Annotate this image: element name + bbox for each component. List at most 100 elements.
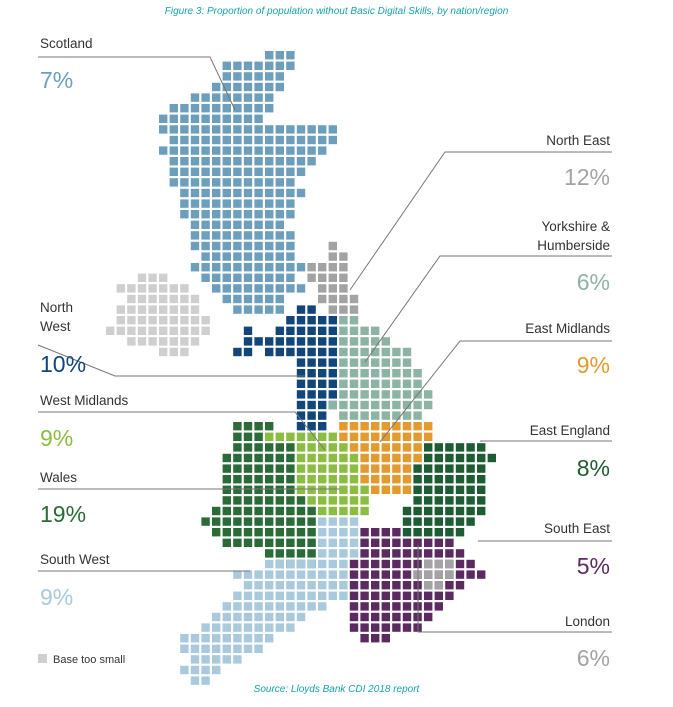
scotland-tile <box>180 104 189 113</box>
east-midlands-tile <box>349 432 359 441</box>
south-west-tile <box>265 570 274 579</box>
south-east-tile <box>360 538 369 547</box>
south-east-tile <box>349 570 359 579</box>
scotland-tile <box>243 125 253 134</box>
base-too-small-tile <box>127 284 136 293</box>
base-too-small-tile <box>137 326 147 335</box>
scotland-tile <box>222 61 231 70</box>
east-midlands-tile <box>392 464 401 473</box>
west-midlands-tile <box>360 485 369 494</box>
north-west-tile <box>307 390 316 399</box>
base-too-small-tile <box>137 337 147 346</box>
scotland-tile <box>286 252 295 261</box>
scotland-tile <box>265 241 274 251</box>
south-east-tile <box>392 602 401 611</box>
north-west-tile <box>275 337 284 346</box>
south-west-tile <box>233 591 242 600</box>
london-tile <box>445 559 454 569</box>
scotland-tile <box>212 93 221 102</box>
scotland-tile <box>275 157 284 166</box>
south-east-tile <box>360 549 369 558</box>
scotland-tile <box>233 294 242 304</box>
east-midlands-tile <box>360 443 369 452</box>
base-too-small-tile <box>148 294 157 304</box>
scotland-tile <box>180 178 189 187</box>
south-west-tile <box>190 655 200 664</box>
base-too-small-tile <box>127 294 136 304</box>
south-west-tile <box>254 570 263 579</box>
wales-tile <box>233 517 242 526</box>
south-east-tile <box>402 602 412 611</box>
east-england-tile <box>402 506 412 516</box>
wales-tile <box>243 485 253 494</box>
north-west-tile <box>318 411 327 420</box>
london-leader-line <box>417 545 612 633</box>
south-east-tile <box>371 612 380 622</box>
west-midlands-tile <box>296 485 306 494</box>
yorkshire-humberside-tile <box>371 326 380 335</box>
figure-caption: Figure 3: Proportion of population witho… <box>164 6 509 17</box>
west-midlands-tile <box>339 475 348 484</box>
north-west-tile <box>275 326 284 335</box>
south-east-tile <box>381 591 390 600</box>
wales-tile <box>254 453 263 463</box>
east-midlands-tile <box>402 485 412 494</box>
scotland-tile <box>212 231 221 240</box>
scotland-tile <box>190 125 200 134</box>
south-west-tile <box>243 612 253 622</box>
scotland-tile <box>212 210 221 219</box>
east-england-tile <box>445 453 454 463</box>
south-west-tile <box>339 549 348 558</box>
source-note: Source: Lloyds Bank CDI 2018 report <box>253 684 420 695</box>
west-midlands-tile <box>328 464 337 473</box>
north-west-tile <box>328 379 337 388</box>
south-east-tile <box>360 528 369 537</box>
east-midlands-tile <box>392 453 401 463</box>
wales-tile <box>286 506 295 516</box>
scotland-tile <box>233 82 242 92</box>
scotland-tile <box>212 167 221 176</box>
wales-tile <box>275 485 284 494</box>
scotland-tile <box>318 125 327 134</box>
west-midlands-tile <box>349 475 359 484</box>
yorkshire-humberside-tile <box>349 390 359 399</box>
north-west-tile <box>318 337 327 346</box>
south-west-tile <box>286 612 295 622</box>
south-west-tile <box>233 570 242 579</box>
scotland-tile <box>190 146 200 155</box>
base-too-small-tile <box>159 347 168 357</box>
east-england-tile <box>424 453 433 463</box>
south-west-tile <box>339 517 348 526</box>
north-west-tile <box>265 337 274 346</box>
south-west-tile <box>254 634 263 643</box>
base-too-small-tile <box>169 347 178 357</box>
north-east-tile <box>339 305 348 314</box>
south-east-tile <box>392 591 401 600</box>
scotland-tile <box>212 104 221 113</box>
scotland-tile <box>190 231 200 240</box>
north-east-tile <box>328 294 337 304</box>
base-too-small-tile <box>106 326 115 335</box>
south-east-tile <box>392 538 401 547</box>
scotland-tile <box>190 263 200 272</box>
south-east-tile <box>466 570 475 579</box>
east-midlands-tile <box>402 422 412 431</box>
east-england-tile <box>424 485 433 494</box>
east-midlands-label: East Midlands <box>525 321 610 336</box>
scotland-tile <box>275 61 284 70</box>
scotland-tile <box>275 188 284 198</box>
north-east-tile <box>328 263 337 272</box>
yorkshire-humberside-tile <box>413 400 422 410</box>
north-west-tile <box>318 422 327 431</box>
south-east-tile <box>424 602 433 611</box>
wales-tile <box>286 528 295 537</box>
scotland-tile <box>307 125 316 134</box>
map-tiles <box>106 51 496 685</box>
scotland-tile <box>233 252 242 261</box>
scotland-tile <box>286 157 295 166</box>
west-midlands-tile <box>275 432 284 441</box>
scotland-tile <box>265 273 274 282</box>
south-west-tile <box>265 612 274 622</box>
south-west-tile <box>190 644 200 653</box>
scotland-tile <box>180 188 189 198</box>
